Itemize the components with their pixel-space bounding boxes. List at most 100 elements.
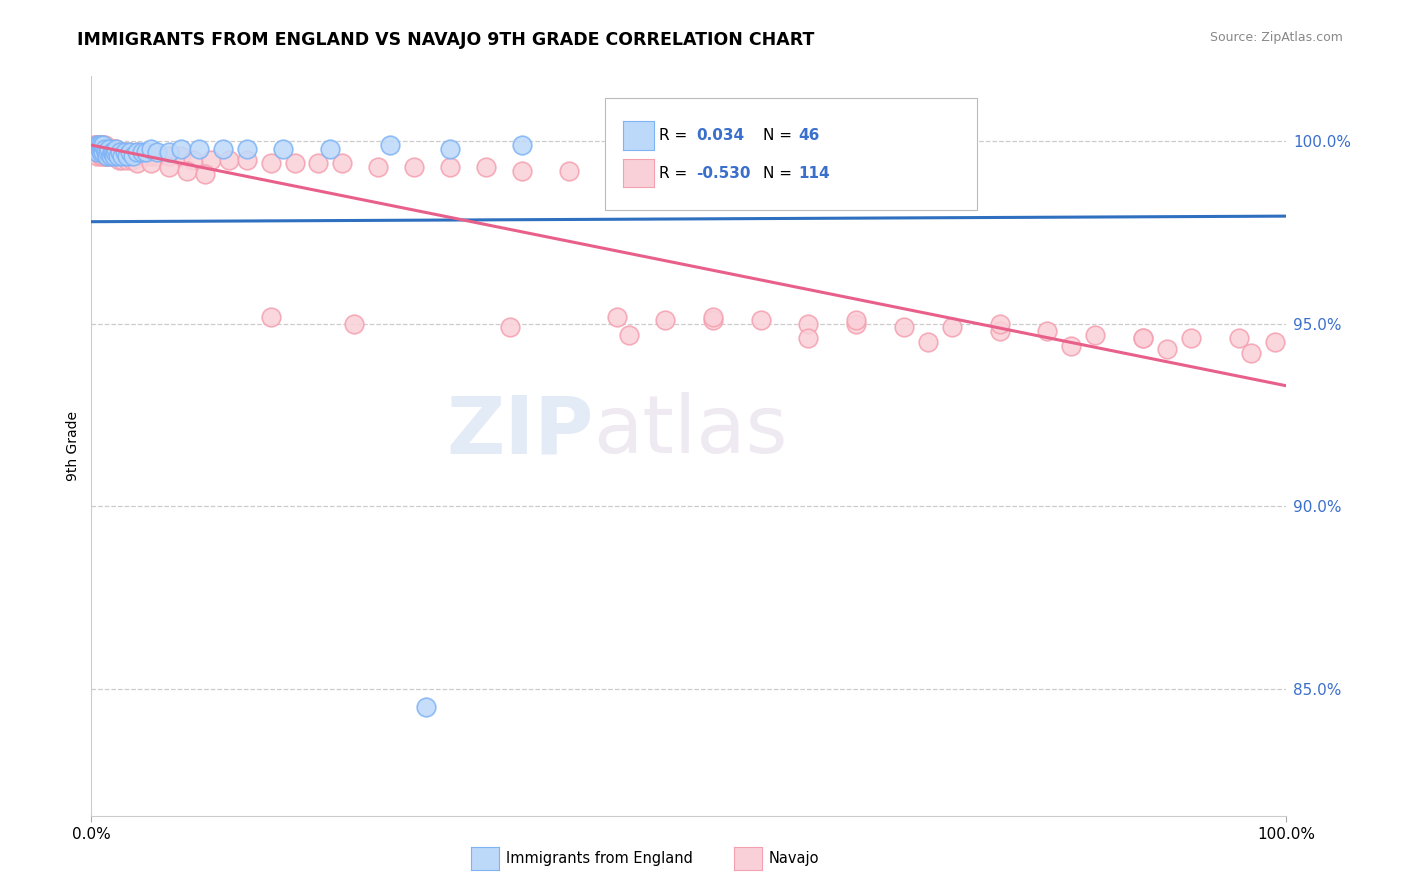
Point [170,149,193,163]
Point [93,145,114,160]
Point [108,145,131,160]
Point [845,313,868,327]
Point [93,145,114,160]
Point [606,163,628,178]
Point [86,138,108,153]
Text: 46: 46 [799,128,820,143]
Point [89,142,111,156]
Text: Immigrants from England: Immigrants from England [506,851,693,865]
Point [91,142,114,156]
Point [141,142,162,156]
Point [319,142,342,156]
Point [845,317,868,331]
Point [1227,331,1250,345]
Point [96,149,118,163]
Point [93,145,115,160]
Point [1156,343,1178,357]
Point [86,149,108,163]
Point [84,138,107,153]
Point [157,149,180,163]
Point [110,145,132,160]
Text: Source: ZipAtlas.com: Source: ZipAtlas.com [1209,31,1343,45]
Point [118,145,141,160]
Point [93,138,114,153]
Text: R =: R = [659,166,693,180]
Point [157,145,180,160]
Point [1132,331,1154,345]
Point [235,153,259,167]
Text: -0.530: -0.530 [696,166,751,180]
Point [439,142,461,156]
Point [91,142,114,156]
Point [108,153,131,167]
Point [87,142,110,156]
Point [105,142,128,156]
Text: ZIP: ZIP [446,392,593,470]
Point [146,145,169,160]
Point [91,138,114,153]
Point [100,149,122,163]
Point [131,149,153,163]
Point [141,149,162,163]
Point [893,320,915,334]
Point [107,145,129,160]
Text: R =: R = [659,128,693,143]
Point [93,145,114,160]
Point [121,153,143,167]
Point [101,149,124,163]
Point [98,142,121,156]
Point [194,167,217,181]
Point [307,156,329,170]
Point [86,142,108,156]
Point [510,138,533,153]
Point [90,142,112,156]
Point [1240,346,1263,360]
Point [96,142,118,156]
Point [115,153,138,167]
Point [332,156,354,170]
Point [100,142,122,156]
Point [90,149,112,163]
Point [93,149,115,163]
Point [97,149,120,163]
Point [87,138,110,153]
Point [97,145,120,160]
Text: N =: N = [763,166,797,180]
Point [103,142,125,156]
Point [111,149,134,163]
Point [93,142,114,156]
Point [606,138,628,153]
Point [87,138,110,153]
Point [104,149,127,163]
Point [97,145,120,160]
Point [1132,331,1154,345]
Point [797,317,820,331]
Point [654,313,676,327]
Point [439,160,461,174]
Point [107,149,129,163]
Point [89,138,111,153]
Point [218,153,240,167]
Point [94,149,117,163]
Point [94,142,117,156]
Point [105,142,128,156]
Point [259,310,281,324]
Point [343,317,366,331]
Point [135,149,157,163]
Text: atlas: atlas [593,392,787,470]
Text: Navajo: Navajo [769,851,820,865]
Point [558,163,581,178]
Point [100,149,122,163]
Point [135,145,157,160]
Point [125,145,148,160]
Point [98,142,121,156]
Point [235,142,259,156]
Point [84,142,107,156]
Point [90,138,112,153]
Point [702,310,724,324]
Point [1180,331,1202,345]
Point [1060,339,1083,353]
Point [988,324,1011,338]
Point [96,149,118,163]
Point [87,145,110,160]
